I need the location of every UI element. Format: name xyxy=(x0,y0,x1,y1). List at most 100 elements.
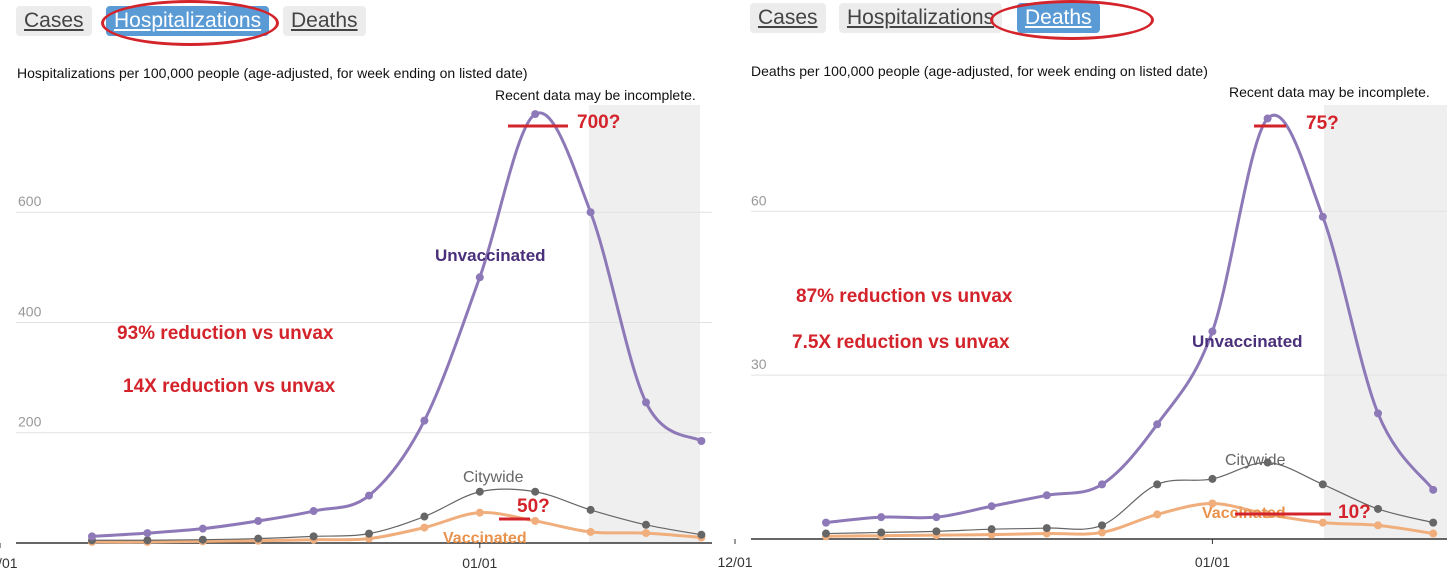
vaccinated-point xyxy=(1208,499,1217,508)
citywide-point xyxy=(531,487,540,496)
unvaccinated-point xyxy=(1263,114,1272,123)
pct-reduction-annotation: 87% reduction vs unvax xyxy=(796,286,1013,307)
hospitalizations-line-chart: 200 400 600 12/01 01/01 Unvaccinated Citywide V… xyxy=(0,105,712,571)
citywide-point xyxy=(877,528,886,537)
x-tick-label: 01/01 xyxy=(462,555,497,571)
x-reduction-annotation: 7.5X reduction vs unvax xyxy=(792,332,1010,353)
unvaccinated-point xyxy=(254,516,263,525)
unvaccinated-point xyxy=(932,513,941,522)
unvaccinated-point xyxy=(365,491,373,500)
chart-subtitle: Deaths per 100,000 people (age-adjusted,… xyxy=(751,63,1208,79)
citywide-point xyxy=(586,505,595,514)
citywide-line xyxy=(91,488,702,541)
vaccinated-value-annotation: 10? xyxy=(1338,502,1371,523)
x-reduction-annotation: 14X reduction vs unvax xyxy=(123,376,336,397)
unvaccinated-series-label: Unvaccinated xyxy=(1192,332,1303,351)
unvaccinated-point xyxy=(1098,480,1106,489)
citywide-point xyxy=(475,487,484,496)
vaccinated-point xyxy=(1374,521,1382,530)
tab-hospitalizations[interactable]: Hospitalizations xyxy=(839,3,1003,33)
pct-reduction-annotation: 93% reduction vs unvax xyxy=(117,323,334,344)
vaccinated-point xyxy=(1429,529,1438,538)
unvaccinated-point xyxy=(822,518,830,527)
tab-deaths[interactable]: Deaths xyxy=(1017,3,1100,33)
unvaccinated-point xyxy=(88,532,96,541)
citywide-point xyxy=(309,532,318,541)
citywide-point xyxy=(254,534,263,543)
vaccinated-line xyxy=(825,501,1434,538)
incomplete-data-note: Recent data may be incomplete. xyxy=(1229,84,1430,100)
citywide-point xyxy=(1429,518,1438,527)
vaccinated-value-annotation: 50? xyxy=(517,496,550,517)
unvaccinated-point xyxy=(1318,212,1327,221)
unvaccinated-point xyxy=(1374,409,1382,418)
y-tick-label: 600 xyxy=(18,193,42,209)
vaccinated-line xyxy=(91,511,702,544)
unvaccinated-point xyxy=(420,416,429,425)
citywide-point xyxy=(1098,521,1106,530)
vaccinated-point xyxy=(1153,510,1162,519)
tab-hospitalizations[interactable]: Hospitalizations xyxy=(106,6,270,36)
citywide-point xyxy=(822,529,830,538)
vaccinated-series-label: Vaccinated xyxy=(443,530,527,547)
citywide-point xyxy=(143,536,152,545)
chart-subtitle: Hospitalizations per 100,000 people (age… xyxy=(17,65,528,81)
unvaccinated-point xyxy=(1208,327,1217,336)
y-tick-label: 400 xyxy=(18,303,42,319)
x-tick-label: 01/01 xyxy=(1195,554,1230,570)
y-tick-label: 200 xyxy=(18,414,42,430)
vaccinated-point xyxy=(642,529,650,538)
unvaccinated-point xyxy=(475,273,484,282)
x-tick-label: 12/01 xyxy=(717,554,752,570)
incomplete-data-shade xyxy=(1324,105,1447,539)
vaccinated-point xyxy=(531,516,540,525)
unvaccinated-point xyxy=(1153,420,1162,429)
citywide-point xyxy=(642,520,650,529)
citywide-point xyxy=(932,527,941,536)
citywide-point xyxy=(1208,474,1217,483)
unvaccinated-point xyxy=(531,110,540,119)
incomplete-data-note: Recent data may be incomplete. xyxy=(495,87,696,103)
x-tick-label: 12/01 xyxy=(0,555,18,571)
vaccinated-point xyxy=(475,508,484,517)
incomplete-data-shade xyxy=(589,105,700,543)
citywide-series-label: Citywide xyxy=(1225,452,1286,469)
hospitalizations-panel: Cases Hospitalizations Deaths Hospitaliz… xyxy=(0,0,720,581)
citywide-point xyxy=(1263,458,1272,467)
unvaccinated-point xyxy=(586,208,595,217)
peak-annotation: 700? xyxy=(577,112,621,133)
vaccinated-point xyxy=(420,523,429,532)
citywide-point xyxy=(1318,480,1327,489)
tab-deaths[interactable]: Deaths xyxy=(283,6,366,36)
citywide-point xyxy=(987,525,996,534)
citywide-point xyxy=(420,512,429,521)
y-tick-label: 60 xyxy=(751,192,767,208)
unvaccinated-line xyxy=(825,113,1435,525)
tab-cases[interactable]: Cases xyxy=(16,6,92,36)
unvaccinated-point xyxy=(642,398,650,407)
unvaccinated-point xyxy=(198,524,207,533)
y-tick-label: 30 xyxy=(751,356,767,372)
unvaccinated-point xyxy=(987,502,996,511)
citywide-point xyxy=(1153,480,1162,489)
unvaccinated-series-label: Unvaccinated xyxy=(435,246,546,265)
citywide-point xyxy=(365,529,373,538)
citywide-point xyxy=(198,535,207,544)
vaccinated-point xyxy=(1318,518,1327,527)
unvaccinated-point xyxy=(143,529,152,538)
unvaccinated-point xyxy=(1429,485,1438,494)
vaccinated-point xyxy=(586,527,595,536)
peak-annotation: 75? xyxy=(1306,113,1339,134)
citywide-point xyxy=(1374,504,1382,513)
citywide-point xyxy=(697,530,706,539)
citywide-series-label: Citywide xyxy=(463,469,524,486)
vaccinated-point xyxy=(1098,528,1106,537)
unvaccinated-point xyxy=(1042,491,1051,500)
tab-cases[interactable]: Cases xyxy=(750,3,826,33)
unvaccinated-line xyxy=(91,111,703,538)
unvaccinated-point xyxy=(877,513,886,522)
deaths-panel: Cases Hospitalizations Deaths Deaths per… xyxy=(717,0,1456,581)
unvaccinated-point xyxy=(697,437,706,446)
citywide-point xyxy=(1042,524,1051,533)
